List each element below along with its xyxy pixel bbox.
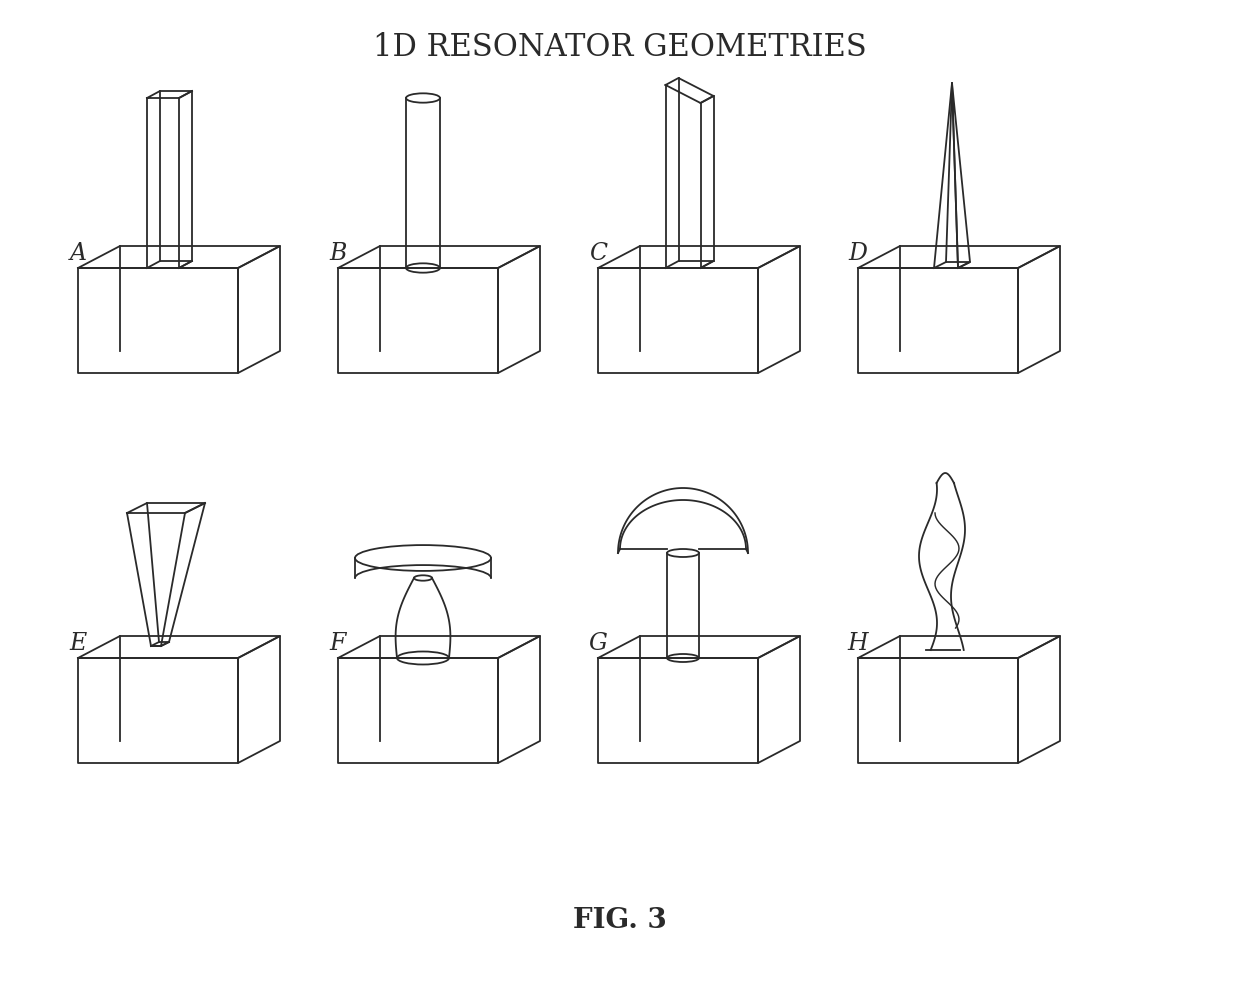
Text: H: H (848, 631, 868, 654)
Text: A: A (69, 241, 87, 265)
Text: G: G (589, 631, 608, 654)
Text: C: C (589, 241, 608, 265)
Text: FIG. 3: FIG. 3 (573, 907, 667, 934)
Text: F: F (330, 631, 346, 654)
Text: B: B (330, 241, 347, 265)
Text: D: D (848, 241, 868, 265)
Text: E: E (69, 631, 87, 654)
Text: 1D RESONATOR GEOMETRIES: 1D RESONATOR GEOMETRIES (373, 33, 867, 63)
